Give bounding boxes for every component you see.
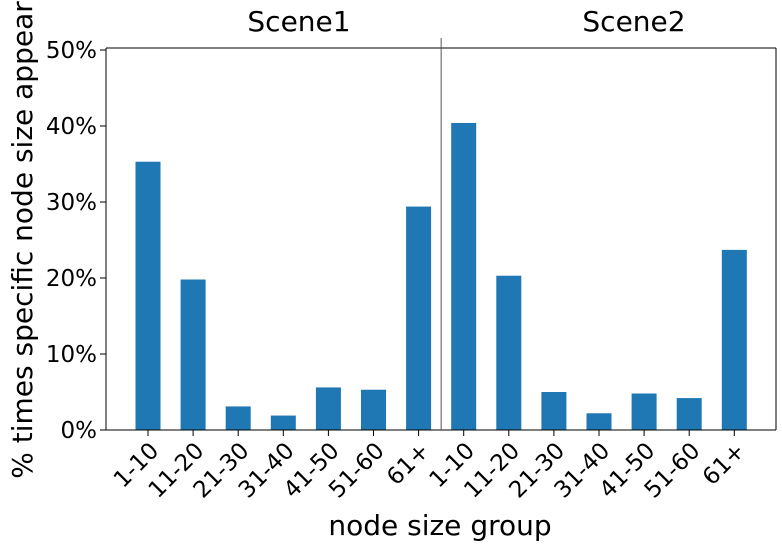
- axes-layer: [105, 38, 777, 431]
- y-tick-label: 30%: [46, 190, 97, 216]
- bar-scene2-1-10: [451, 122, 477, 431]
- bar-scene1-31-40: [270, 415, 296, 430]
- y-tick-label: 10%: [46, 342, 97, 368]
- panel-titles: Scene1 Scene2: [247, 5, 685, 38]
- bar-scene1-21-30: [225, 406, 251, 430]
- bar-scene2-51-60: [676, 398, 702, 430]
- y-tick-label: 40%: [46, 114, 97, 140]
- bar-scene2-21-30: [541, 392, 567, 430]
- panel-title-scene2: Scene2: [582, 5, 685, 38]
- x-axis-title: node size group: [328, 509, 551, 542]
- bar-scene1-1-10: [135, 161, 161, 430]
- bar-scene1-41-50: [315, 387, 341, 430]
- bar-scene1-61+: [406, 206, 432, 430]
- bar-scene1-51-60: [361, 389, 386, 430]
- bar-scene2-31-40: [586, 413, 612, 430]
- y-tick-label: 20%: [46, 266, 97, 292]
- bars-layer: [135, 122, 747, 431]
- bar-scene2-11-20: [496, 275, 522, 430]
- bar-scene1-11-20: [180, 279, 206, 430]
- y-tick-label: 50%: [46, 38, 97, 64]
- x-tick-label: 61+: [698, 438, 751, 491]
- y-tick-label: 0%: [61, 418, 98, 444]
- bar-scene2-41-50: [631, 393, 657, 430]
- panel-title-scene1: Scene1: [247, 5, 350, 38]
- y-axis-title: % times specific node size appear: [6, 1, 39, 479]
- x-tick-label: 61+: [382, 438, 435, 491]
- bar-scene2-61+: [721, 249, 747, 430]
